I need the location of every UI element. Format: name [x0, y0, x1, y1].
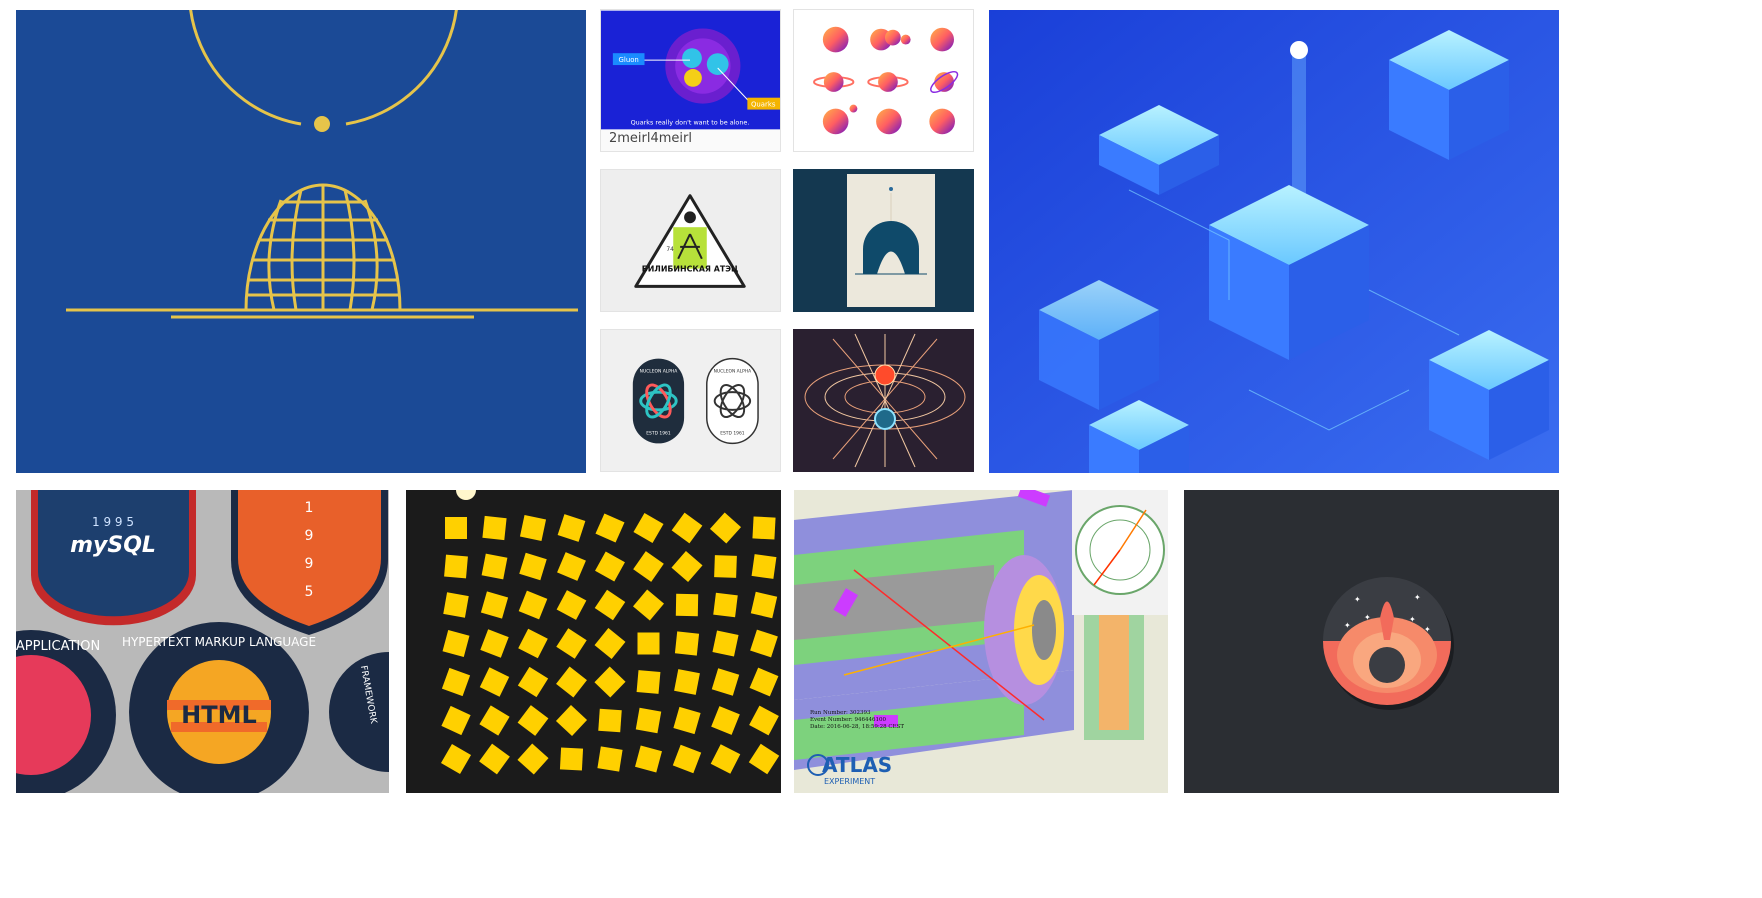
rocket-launch-badge-icon: ✦ ✦✦ ✦✦ ✦: [1184, 490, 1559, 793]
shield-digit-4: 5: [305, 584, 314, 600]
eclipse-poster-illustration-icon: [793, 169, 974, 312]
nucleon-alpha-badges-icon: NUCLEON ALPHA ESTD 1961 NUCLEON ALPHA ES…: [601, 330, 780, 471]
shot-tile-bilibino-badge[interactable]: БИЛИБИНСКАЯ АТЭЦ 74: [600, 169, 781, 312]
svg-text:✦: ✦: [1344, 621, 1351, 630]
svg-text:✦: ✦: [1424, 625, 1431, 634]
html-label: HTML: [181, 701, 257, 729]
quark-diagram-illustration-icon: Gluon Quarks Quarks really don't want to…: [601, 10, 780, 130]
run-number: Run Number: 302393: [810, 710, 871, 716]
nucleon-estd: ESTD 1961: [646, 431, 671, 437]
shield-digit-3: 9: [305, 556, 314, 572]
quarks-label: Quarks: [751, 101, 776, 109]
shot-tile-isometric-servers[interactable]: [989, 10, 1559, 473]
mysql-label: mySQL: [70, 533, 156, 558]
shot-tile-atlas-event[interactable]: Run Number: 302393 Event Number: 9464461…: [794, 490, 1168, 793]
rotating-squares-pattern-icon: [406, 490, 781, 793]
atlas-logo: ATLAS: [822, 753, 892, 777]
badge-title: БИЛИБИНСКАЯ АТЭЦ: [642, 265, 739, 274]
atlas-detector-event-icon: Run Number: 302393 Event Number: 9464461…: [794, 490, 1168, 793]
triangle-badge-icon: БИЛИБИНСКАЯ АТЭЦ 74: [601, 170, 780, 311]
left-patch-text: ON APPLICATION: [16, 639, 100, 654]
planet-icon-set-icon: [813, 26, 959, 135]
html-ring-text: HYPERTEXT MARKUP LANGUAGE: [122, 635, 316, 649]
event-date: Date: 2016-06-28, 18:59:28 CEST: [810, 724, 904, 730]
shot-caption[interactable]: 2meirl4meirl: [609, 131, 693, 146]
shot-tile-eclipse-poster[interactable]: [793, 169, 974, 312]
badge-year: 74: [666, 247, 674, 253]
shot-tile-rocket-launch[interactable]: ✦ ✦ ✦ ✦ ✦ ✦: [1184, 490, 1559, 793]
svg-text:✦: ✦: [1354, 595, 1361, 604]
shot-tile-gluon-quarks[interactable]: Gluon Quarks Quarks really don't want to…: [600, 9, 781, 152]
shot-tile-yellow-squares[interactable]: [406, 490, 781, 793]
mysql-year: 1 9 9 5: [92, 515, 134, 529]
shield-digit-1: 1: [305, 500, 314, 516]
shield-digit-2: 9: [305, 528, 314, 544]
nucleon-text: NUCLEON ALPHA: [640, 368, 678, 374]
svg-text:✦: ✦: [1414, 593, 1421, 602]
magnetic-field-illustration-icon: [793, 329, 974, 472]
shot-tile-nucleon-badges[interactable]: NUCLEON ALPHA ESTD 1961 NUCLEON ALPHA ES…: [600, 329, 781, 472]
event-number: Event Number: 946446100: [810, 717, 886, 723]
shot-tile-orbit-globe[interactable]: [16, 10, 586, 473]
atlas-experiment: EXPERIMENT: [824, 777, 875, 786]
shot-tile-magnetic-field[interactable]: [793, 329, 974, 472]
isometric-server-illustration-icon: [989, 10, 1559, 473]
shot-tile-dev-patches[interactable]: 1 9 9 5 mySQL 1 9 9 5 ON APPLICATION HTM…: [16, 490, 389, 793]
nucleon-text-outline: NUCLEON ALPHA: [714, 368, 752, 374]
gluon-label: Gluon: [619, 56, 639, 64]
shot-tile-planet-icons[interactable]: [793, 9, 974, 152]
developer-patches-icon: 1 9 9 5 mySQL 1 9 9 5 ON APPLICATION HTM…: [16, 490, 389, 793]
svg-text:✦: ✦: [1364, 613, 1371, 622]
globe-orbit-illustration-icon: [16, 10, 586, 473]
nucleon-estd-outline: ESTD 1961: [720, 431, 745, 437]
quarks-footnote: Quarks really don't want to be alone.: [631, 118, 750, 126]
svg-text:✦: ✦: [1409, 615, 1416, 624]
